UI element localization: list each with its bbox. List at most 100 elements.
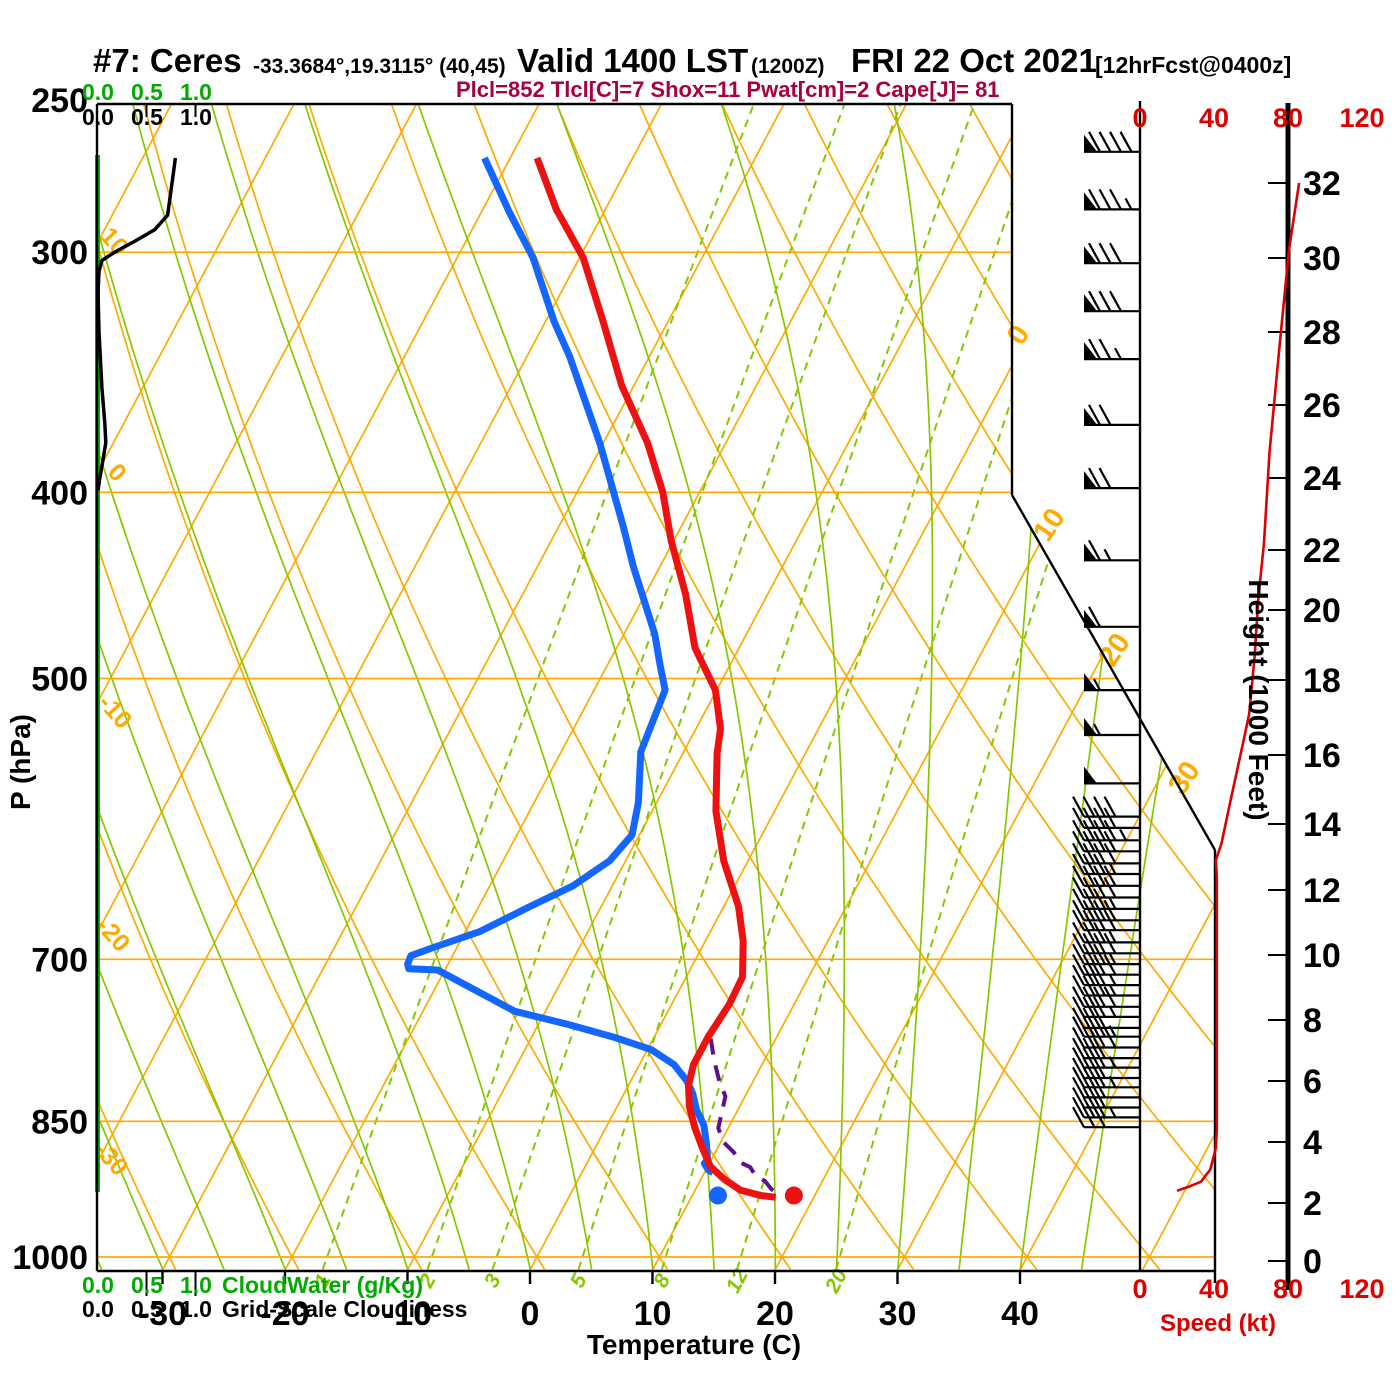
wind-barb (1072, 796, 1140, 818)
wind-barb (1084, 404, 1140, 426)
moist-adiabat-line (199, 104, 593, 1270)
barb-pennant (1084, 134, 1097, 152)
skewt-grid (97, 104, 1215, 1271)
wind-barb (1084, 338, 1140, 361)
dry-adiabat-line (554, 104, 1215, 1270)
wind-barb (1084, 131, 1140, 153)
barb-full (1093, 807, 1106, 829)
wind-speed-profile (1176, 182, 1301, 1193)
barb-full (1082, 1016, 1096, 1038)
barb-full (1082, 1047, 1096, 1069)
cloudwater-scale-bottom-05: 0.5 (131, 1272, 163, 1298)
wind-barb (1072, 974, 1140, 997)
pressure-tick-label: 400 (31, 474, 88, 512)
mixing-ratio-line (736, 104, 1112, 1270)
barb-full (1093, 909, 1106, 931)
barb-full (1072, 996, 1085, 1018)
barb-full (1072, 899, 1085, 921)
axis-tick-labels: 0246810121416182022242628303200404080801… (12, 82, 1384, 1333)
dry-adiabat-line (306, 104, 915, 1270)
moist-adiabat-line (958, 104, 1048, 1270)
barb-half (1108, 1105, 1117, 1118)
isotherm-edge-label: 20 (1092, 628, 1137, 673)
wind-barb (1072, 1037, 1140, 1060)
height-tick-label: 18 (1303, 662, 1341, 700)
barb-full (1098, 290, 1112, 312)
barb-full (1082, 1057, 1096, 1079)
wind-barb (1072, 819, 1140, 842)
barb-full (1072, 1007, 1085, 1029)
barb-full (1093, 1007, 1106, 1029)
barb-half (1108, 1075, 1117, 1088)
barb-full (1103, 1026, 1117, 1049)
barb-full (1072, 1047, 1085, 1069)
wind-barb (1084, 606, 1140, 628)
cloudwater-scale-top-0: 0.0 (82, 79, 114, 105)
barb-full (1093, 1096, 1106, 1118)
forecast-tag: [12hrFcst@0400z] (1095, 52, 1292, 78)
temperature-curve (533, 156, 777, 1201)
barb-full (1072, 1057, 1085, 1079)
wind-barb (1072, 865, 1140, 887)
cloudiness-label: Grid-Scale Cloudiness (222, 1296, 467, 1322)
dry-adiabat-line (719, 104, 1215, 1270)
height-tick-label: 26 (1303, 387, 1341, 425)
barb-full (1072, 888, 1085, 910)
barb-full (1103, 842, 1117, 864)
barb-full (1082, 1007, 1096, 1029)
barb-full (1103, 932, 1117, 954)
wind-barb (1072, 1016, 1140, 1038)
height-tick-label: 24 (1303, 460, 1341, 498)
barb-full (1093, 974, 1106, 997)
height-tick-label: 20 (1303, 592, 1341, 630)
surface-dewpoint-dot (708, 1186, 727, 1205)
wind-barb (1072, 876, 1140, 899)
isotherm-line (528, 104, 1153, 1271)
barb-full (1093, 1026, 1106, 1049)
barb-full (1109, 242, 1122, 264)
barb-half (1108, 952, 1117, 965)
barb-full (1072, 974, 1085, 997)
pressure-tick-label: 700 (31, 941, 88, 979)
barb-pennant (1084, 407, 1097, 425)
barb-half (1108, 897, 1117, 910)
barb-pennant (1084, 342, 1097, 360)
barb-full (1072, 1026, 1085, 1049)
wind-barb (1072, 1096, 1140, 1119)
moist-adiabat-line (404, 104, 715, 1270)
barb-full (1093, 842, 1106, 864)
height-tick-label: 6 (1303, 1063, 1322, 1101)
pressure-tick-label: 300 (31, 234, 88, 272)
barb-full (1072, 943, 1085, 965)
barb-full (1072, 1096, 1085, 1118)
dry-adiabat-line (884, 104, 1215, 1271)
barb-full (1093, 1066, 1106, 1088)
barb-full (1093, 796, 1106, 818)
barb-full (1072, 1106, 1085, 1128)
barb-full (1082, 876, 1096, 899)
barb-full (1082, 807, 1096, 829)
speed-tick-label-bottom: 0 (1132, 1274, 1147, 1304)
barb-full (1088, 290, 1101, 312)
speed-tick-label-top: 120 (1339, 103, 1384, 133)
zulu-time: (1200Z) (751, 55, 825, 78)
pressure-tick-label: 1000 (12, 1239, 88, 1277)
mixing-ratio-line (835, 104, 1197, 1270)
mixing-ratio-label: 3 (480, 1270, 506, 1291)
barb-full (1072, 909, 1085, 931)
wind-barb (1072, 899, 1140, 922)
barb-half (1108, 862, 1117, 875)
barb-full (1109, 290, 1122, 312)
cloudwater-label: CloudWater (g/Kg) (222, 1272, 423, 1298)
barb-full (1093, 964, 1106, 986)
moist-adiabat-line (97, 104, 470, 1270)
wind-barb (1084, 290, 1140, 313)
moist-adiabat-line (707, 104, 846, 1270)
isotherm-line (283, 104, 908, 1271)
barb-full (1088, 338, 1101, 360)
barb-pennant (1084, 192, 1097, 210)
cloudwater-scale-top-1: 1.0 (180, 79, 212, 105)
barb-full (1082, 1037, 1096, 1059)
barb-full (1082, 1076, 1096, 1098)
